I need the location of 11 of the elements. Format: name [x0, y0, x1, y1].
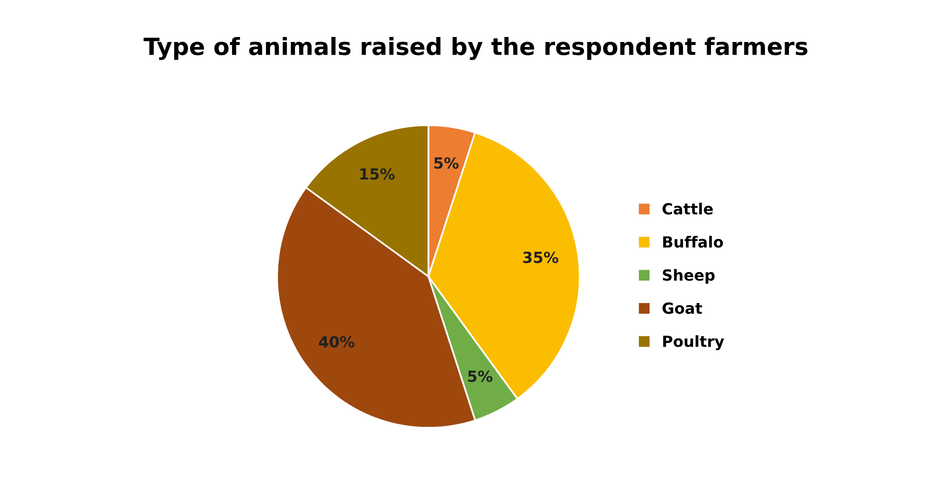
data-label: 35%: [523, 252, 558, 264]
data-label: 15%: [360, 168, 395, 180]
chart-title: Type of animals raised by the respondent farmers: [144, 36, 808, 60]
legend-label: Poultry: [663, 335, 724, 350]
data-label: 40%: [318, 336, 354, 348]
legend-label: Sheep: [662, 268, 715, 284]
legend-label: Cattle: [662, 202, 713, 215]
legend-label: Goat: [662, 302, 702, 314]
data-label: 5%: [468, 370, 492, 382]
data-label: 5%: [434, 157, 459, 169]
legend-label: Buffalo: [663, 236, 723, 248]
